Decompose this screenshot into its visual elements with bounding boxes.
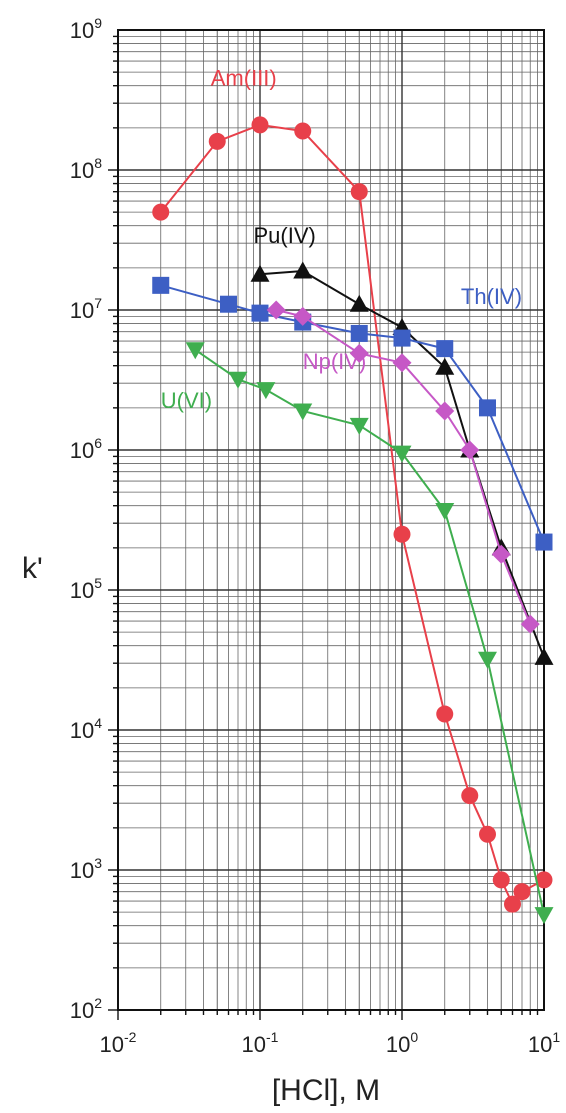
series-am-iii (152, 116, 553, 913)
y-tick-label: 104 (70, 715, 102, 743)
data-point-th-iv (219, 295, 237, 313)
data-point-pu-iv (293, 261, 313, 279)
data-point-np-iv (520, 614, 540, 634)
data-point-u-vi (534, 907, 554, 925)
data-point-pu-iv (250, 264, 270, 282)
x-tick-label: 10-2 (100, 1029, 137, 1057)
x-axis-title: [HCl], M (272, 1074, 380, 1107)
data-point-am-iii (461, 787, 479, 805)
data-point-np-iv (491, 544, 511, 564)
x-tick-labels: 10-2 10-1 100 101 (100, 1029, 561, 1057)
data-point-am-iii (393, 525, 411, 543)
data-point-am-iii (251, 116, 269, 134)
data-point-pu-iv (534, 647, 554, 665)
data-point-np-iv (293, 306, 313, 326)
data-point-u-vi (392, 445, 412, 463)
y-tick-label: 102 (70, 995, 102, 1023)
data-point-am-iii (513, 883, 531, 901)
series-label-np-iv: Np(IV) (303, 349, 367, 374)
data-point-np-iv (349, 343, 369, 363)
data-point-u-vi (185, 342, 205, 360)
data-point-th-iv (152, 276, 170, 294)
series-label-u-vi: U(VI) (161, 388, 212, 413)
data-point-am-iii (478, 825, 496, 843)
data-point-am-iii (492, 871, 510, 889)
y-tick-labels: 102 103 104 105 106 107 108 109 (70, 15, 102, 1023)
series-line-np-iv (275, 309, 532, 625)
data-point-u-vi (435, 502, 455, 520)
y-tick-label: 106 (70, 435, 102, 463)
y-tick-label: 108 (70, 155, 102, 183)
data-point-th-iv (393, 329, 411, 347)
y-tick-label: 107 (70, 295, 102, 323)
data-point-np-iv (266, 300, 286, 320)
data-point-am-iii (208, 132, 226, 150)
data-point-u-vi (228, 371, 248, 389)
series-np-iv (266, 300, 540, 634)
axis-ticks (108, 35, 539, 1020)
major-gridlines (117, 30, 544, 1011)
data-point-th-iv (251, 304, 269, 322)
data-point-u-vi (477, 651, 497, 669)
x-tick-label: 101 (528, 1029, 560, 1057)
y-tick-label: 109 (70, 15, 102, 43)
data-point-u-vi (349, 417, 369, 435)
data-point-np-iv (392, 353, 412, 373)
y-axis-title: k' (22, 552, 43, 585)
data-point-am-iii (152, 203, 170, 221)
minor-gridlines (118, 30, 544, 1010)
series-label-am-iii: Am(III) (211, 66, 277, 91)
data-point-np-iv (460, 440, 480, 460)
x-tick-label: 100 (386, 1029, 418, 1057)
data-point-am-iii (436, 705, 454, 723)
data-point-am-iii (350, 183, 368, 201)
series-layer (152, 116, 554, 925)
series-th-iv (152, 276, 553, 551)
data-point-u-vi (256, 382, 276, 400)
series-line-am-iii (159, 123, 545, 907)
y-tick-label: 103 (70, 855, 102, 883)
plot-frame (117, 29, 545, 1011)
data-point-am-iii (503, 895, 521, 913)
data-point-th-iv (535, 533, 553, 551)
data-point-u-vi (293, 403, 313, 421)
series-line-pu-iv (259, 269, 545, 658)
series-labels: Am(III) Pu(IV) Th(IV) Np(IV) U(VI) (161, 66, 522, 413)
data-point-np-iv (435, 401, 455, 421)
y-tick-label: 105 (70, 575, 102, 603)
data-point-pu-iv (435, 357, 455, 375)
data-point-am-iii (294, 122, 312, 140)
series-label-th-iv: Th(IV) (461, 284, 522, 309)
data-point-am-iii (535, 871, 553, 889)
data-point-pu-iv (349, 294, 369, 312)
series-label-pu-iv: Pu(IV) (254, 223, 316, 248)
data-point-th-iv (478, 399, 496, 417)
data-point-th-iv (350, 324, 368, 342)
series-u-vi (185, 342, 554, 925)
data-point-th-iv (436, 340, 454, 358)
x-tick-label: 10-1 (242, 1029, 279, 1057)
